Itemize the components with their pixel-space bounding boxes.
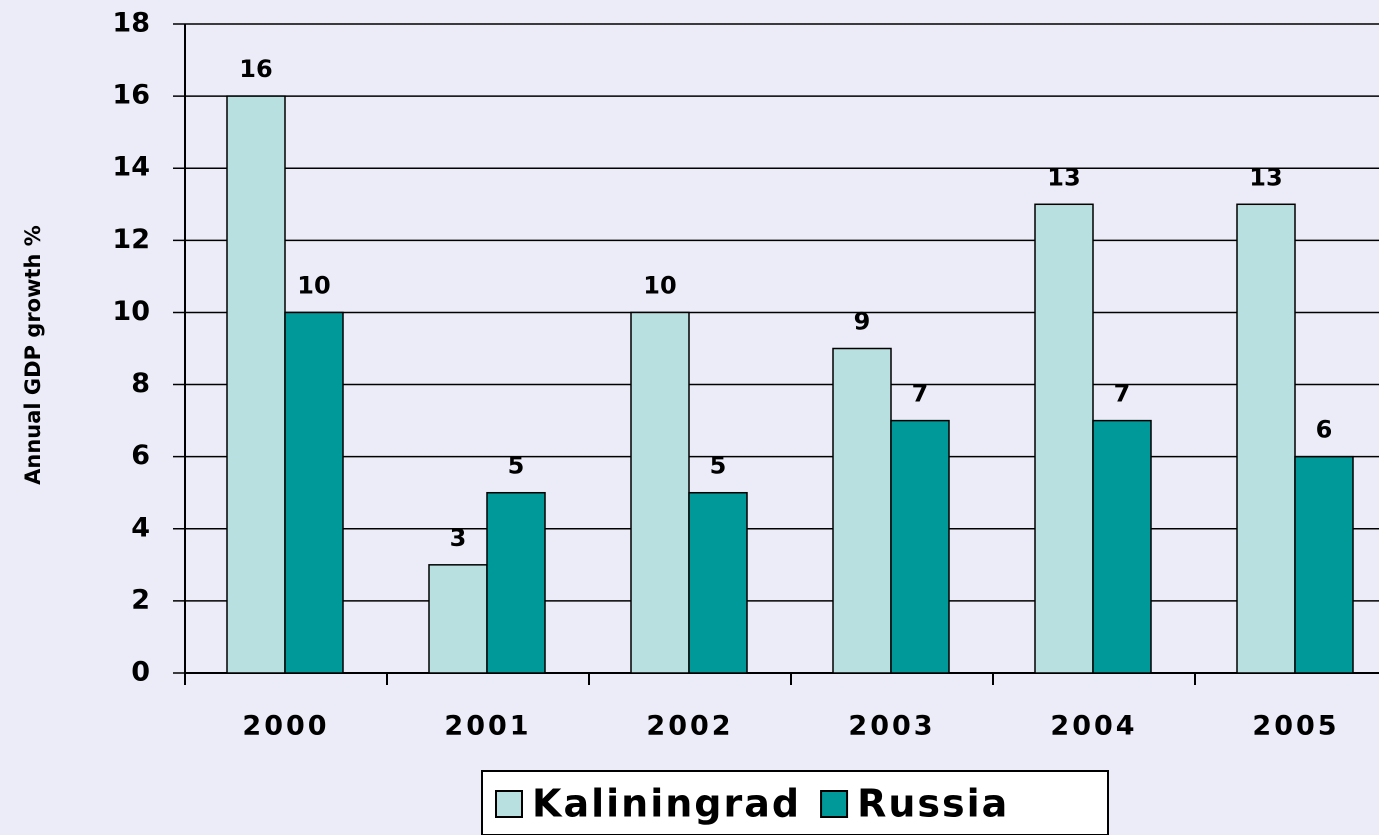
bar [630,311,690,674]
data-label: 13 [1249,163,1282,191]
x-tick-label: 2001 [444,711,531,742]
legend-swatch [495,790,523,818]
y-tick-label: 18 [112,8,150,39]
bar [832,347,892,674]
legend-label: Russia [857,782,1009,826]
data-label: 10 [643,271,676,299]
x-tick-label: 2000 [242,711,329,742]
data-label: 6 [1316,416,1333,444]
bar [1236,203,1296,674]
x-tick-label: 2004 [1050,711,1137,742]
data-label: 13 [1047,163,1080,191]
bar [1294,455,1354,674]
x-tick-label: 2002 [646,711,733,742]
x-tick-label: 2003 [848,711,935,742]
data-label: 5 [508,452,525,480]
bar [890,419,950,674]
data-label: 7 [912,380,929,408]
data-label: 16 [239,55,272,83]
y-tick-label: 12 [112,224,150,255]
y-tick-label: 4 [131,512,150,543]
data-label: 10 [297,271,330,299]
y-tick-label: 2 [131,584,150,615]
data-label: 7 [1114,380,1131,408]
legend-box [481,770,1109,835]
y-tick-label: 10 [112,296,150,327]
x-tick-label: 2005 [1252,711,1339,742]
data-label: 5 [710,452,727,480]
y-tick-label: 14 [112,152,150,183]
bar [1034,203,1094,674]
bar [284,311,344,674]
data-label: 3 [450,524,467,552]
y-axis-label: Annual GDP growth % [21,225,45,485]
bar [688,491,748,674]
y-tick-label: 16 [112,80,150,111]
data-label: 9 [854,308,871,336]
bar [1092,419,1152,674]
bar [486,491,546,674]
y-tick-label: 6 [131,440,150,471]
legend-swatch [820,790,849,818]
bar [428,564,488,674]
bar [226,95,286,674]
y-tick-label: 0 [131,657,150,688]
y-tick-label: 8 [131,368,150,399]
legend-label: Kaliningrad [532,782,801,826]
